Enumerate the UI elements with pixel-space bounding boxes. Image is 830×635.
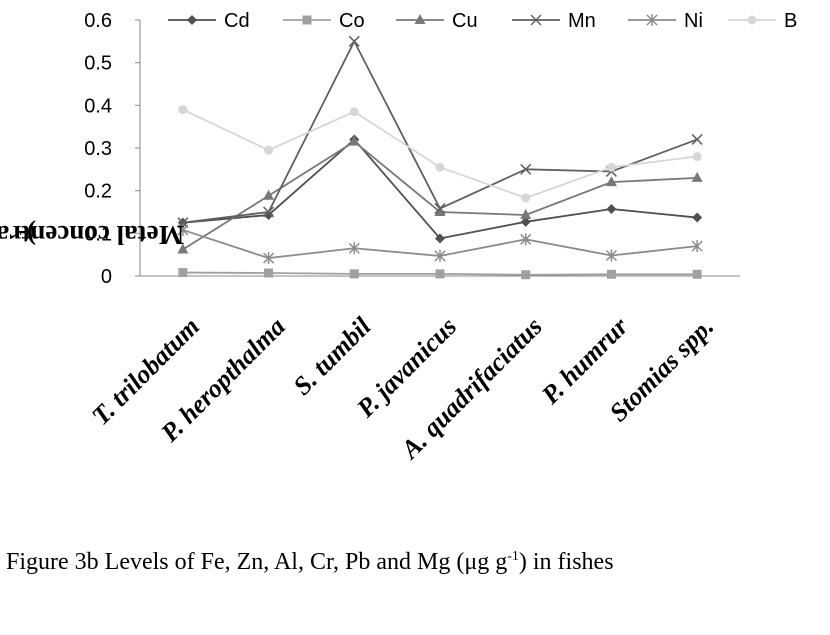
legend-marker xyxy=(747,15,757,25)
legend-marker xyxy=(646,14,658,26)
series-line-cd xyxy=(182,138,698,240)
legend-label: Ni xyxy=(684,10,703,32)
legend-item-cd: Cd xyxy=(168,10,250,32)
data-point xyxy=(263,189,275,200)
data-point xyxy=(520,233,532,246)
data-point xyxy=(691,133,703,145)
y-tick-label: 0.4 xyxy=(84,95,112,117)
line-chart: Cd Co Cu Mn Ni B 0 0.1 0.2 0.3 0.4 0.5 0.6 T. trilo… xyxy=(84,10,797,465)
series-line-cu xyxy=(182,140,698,251)
data-point xyxy=(520,216,531,227)
legend-marker xyxy=(414,14,426,24)
data-point xyxy=(177,243,189,254)
data-point xyxy=(692,212,703,223)
legend: Cd Co Cu Mn Ni B xyxy=(168,10,797,32)
data-point xyxy=(606,204,617,215)
plot-area xyxy=(177,35,703,280)
series-b xyxy=(178,105,702,203)
legend-label: Cd xyxy=(224,10,250,32)
data-point xyxy=(264,145,274,155)
y-tick-label: 0.6 xyxy=(84,10,112,32)
series-cd xyxy=(177,134,703,244)
y-tick-label: 0.1 xyxy=(84,223,112,245)
data-point xyxy=(178,268,188,278)
data-point xyxy=(434,206,446,216)
data-point xyxy=(348,135,360,146)
series-ni xyxy=(177,223,703,265)
series-cu xyxy=(177,135,703,254)
data-point xyxy=(264,268,274,278)
data-point xyxy=(691,171,703,182)
legend-marker xyxy=(302,15,312,25)
y-axis-label: Metal concentration (mg g-1) xyxy=(0,220,184,251)
legend-item-co: Co xyxy=(283,10,365,32)
data-point xyxy=(520,208,532,219)
data-point xyxy=(263,206,275,218)
data-point xyxy=(520,163,532,175)
data-point xyxy=(691,240,703,253)
legend-label: Mn xyxy=(568,10,596,32)
series-co xyxy=(178,268,702,280)
data-point xyxy=(177,223,189,236)
data-point xyxy=(348,35,360,47)
y-tick-label: 0.5 xyxy=(84,53,112,75)
data-point xyxy=(435,162,445,172)
series-line-mn xyxy=(182,39,698,224)
y-tick-label: 0.2 xyxy=(84,181,112,203)
series-mn xyxy=(177,35,703,229)
data-point xyxy=(434,203,446,215)
legend-item-cu: Cu xyxy=(396,10,478,32)
data-point xyxy=(263,252,275,265)
data-point xyxy=(178,105,188,115)
legend-marker xyxy=(187,15,197,25)
data-point xyxy=(692,152,702,162)
data-point xyxy=(349,107,359,117)
data-point xyxy=(521,193,531,203)
data-point xyxy=(692,269,702,279)
x-tick-label: S. tumbil xyxy=(288,311,378,401)
legend-item-b: B xyxy=(728,10,797,32)
data-point xyxy=(521,270,531,280)
y-tick-label: 0 xyxy=(101,266,112,288)
legend-label: B xyxy=(784,10,797,32)
figure-caption: Figure 3b Levels of Fe, Zn, Al, Cr, Pb a… xyxy=(6,549,614,575)
series-line-b xyxy=(182,108,698,199)
data-point xyxy=(606,269,616,279)
legend-item-ni: Ni xyxy=(628,10,703,32)
legend-item-mn: Mn xyxy=(512,10,596,32)
legend-marker xyxy=(530,14,542,26)
data-point xyxy=(605,249,617,262)
data-point xyxy=(606,162,616,172)
legend-label: Cu xyxy=(452,10,478,32)
data-point xyxy=(434,249,446,262)
data-point xyxy=(605,176,617,187)
data-point xyxy=(348,242,360,255)
data-point xyxy=(435,233,445,244)
data-point xyxy=(435,269,445,279)
legend-label: Co xyxy=(339,10,365,32)
data-point xyxy=(349,269,359,279)
y-tick-label: 0.3 xyxy=(84,138,112,160)
